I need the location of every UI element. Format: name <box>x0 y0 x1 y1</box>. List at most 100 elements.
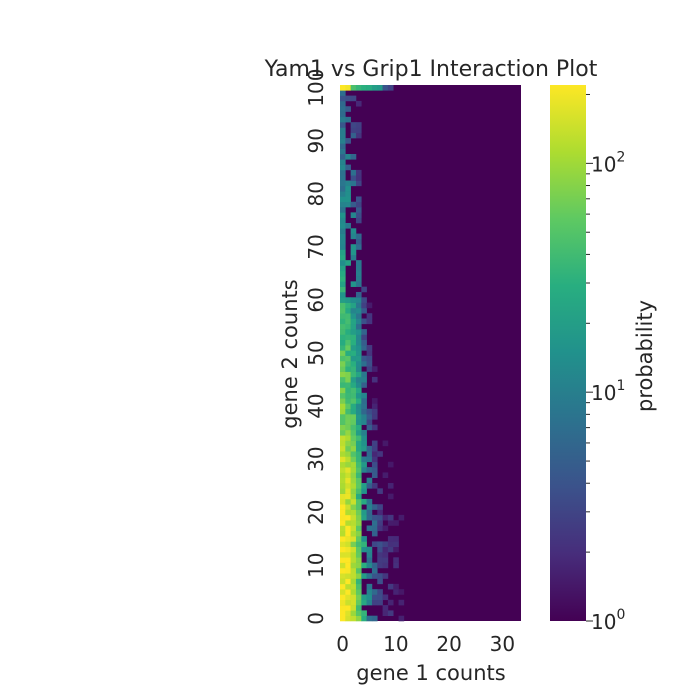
heatmap-cell <box>340 201 346 208</box>
heatmap-cell <box>361 435 367 441</box>
heatmap-cell <box>340 169 346 176</box>
heatmap-cell <box>355 329 362 335</box>
heatmap-cell <box>382 610 389 616</box>
heatmap-cell <box>361 339 367 346</box>
heatmap-cell <box>350 445 357 452</box>
heatmap-cell <box>340 254 346 261</box>
heatmap-cell <box>340 143 346 149</box>
heatmap-cell <box>350 419 357 425</box>
heatmap-cell <box>350 493 357 500</box>
heatmap-cell <box>355 488 362 494</box>
heatmap-cell <box>355 467 362 473</box>
heatmap-cell <box>366 552 373 558</box>
heatmap-cell <box>350 594 357 601</box>
heatmap-cell <box>382 472 389 479</box>
heatmap-cell <box>361 514 367 521</box>
heatmap-cell <box>371 472 378 479</box>
heatmap-cell <box>355 541 362 548</box>
heatmap-cell <box>361 483 367 489</box>
heatmap-cell <box>340 445 346 452</box>
heatmap-cell <box>350 498 357 505</box>
heatmap-cell <box>340 408 346 415</box>
heatmap-cell <box>371 615 378 622</box>
heatmap-cell <box>355 355 362 362</box>
heatmap-cell <box>371 573 378 579</box>
heatmap-cell <box>340 318 346 325</box>
heatmap-cell <box>366 424 373 431</box>
heatmap-cell <box>350 414 357 420</box>
heatmap-cell <box>361 440 367 447</box>
heatmap-cell <box>366 419 373 425</box>
heatmap-cell <box>382 573 389 579</box>
heatmap-cell <box>350 541 357 548</box>
heatmap-cell <box>361 414 367 420</box>
heatmap-cell <box>361 297 367 303</box>
heatmap-cell <box>366 85 373 91</box>
heatmap-cell <box>340 514 346 521</box>
heatmap-cell <box>340 605 346 611</box>
heatmap-cell <box>355 414 362 420</box>
heatmap-cell <box>350 583 357 590</box>
heatmap-cell <box>350 132 357 139</box>
heatmap-cell <box>371 403 378 410</box>
heatmap-cell <box>345 615 351 622</box>
heatmap-cell <box>340 291 346 298</box>
heatmap-cell <box>345 116 351 123</box>
y-axis-ticks: 0 10 20 30 40 50 60 70 80 90 100 <box>304 69 328 625</box>
heatmap-cell <box>366 456 373 463</box>
heatmap-cell <box>355 265 362 272</box>
heatmap-cell <box>345 260 351 266</box>
heatmap-cells <box>340 85 521 622</box>
heatmap-cell <box>377 562 383 569</box>
heatmap-cell <box>361 498 367 505</box>
heatmap-cell <box>340 498 346 505</box>
heatmap-cell <box>355 270 362 277</box>
heatmap-cell <box>340 116 346 123</box>
heatmap-cell <box>355 323 362 330</box>
heatmap-cell <box>355 212 362 218</box>
heatmap-cell <box>345 488 351 494</box>
heatmap-cell <box>366 589 373 595</box>
heatmap-cell <box>393 562 399 569</box>
heatmap-cell <box>366 583 373 590</box>
heatmap-cell <box>340 122 346 128</box>
heatmap-cell <box>345 85 351 91</box>
heatmap-cell <box>350 573 357 579</box>
heatmap-cell <box>366 360 373 367</box>
heatmap-cell <box>340 132 346 139</box>
heatmap-cell <box>371 504 378 510</box>
heatmap-cell <box>340 472 346 479</box>
heatmap-cell <box>371 483 378 489</box>
heatmap-cell <box>340 233 346 240</box>
heatmap-cell <box>340 127 346 134</box>
heatmap-cell <box>366 483 373 489</box>
x-axis-ticks: 0 10 20 30 <box>336 632 515 656</box>
heatmap-cell <box>340 212 346 218</box>
heatmap-cell <box>355 419 362 425</box>
heatmap-cell <box>355 578 362 585</box>
heatmap-cell <box>355 201 362 208</box>
heatmap-cell <box>377 541 383 548</box>
heatmap-cell <box>355 387 362 394</box>
heatmap-cell <box>350 424 357 431</box>
heatmap-cell <box>340 467 346 473</box>
heatmap-cell <box>371 451 378 457</box>
heatmap-cell <box>355 520 362 526</box>
heatmap-cell <box>350 360 357 367</box>
heatmap-cell <box>340 562 346 569</box>
heatmap-cell <box>340 355 346 362</box>
heatmap-cell <box>361 467 367 473</box>
heatmap-cell <box>355 504 362 510</box>
heatmap-cell <box>371 567 378 574</box>
heatmap-cell <box>340 90 346 96</box>
heatmap-cell <box>340 594 346 601</box>
heatmap-cell <box>350 605 357 611</box>
heatmap-cell <box>340 323 346 330</box>
heatmap-cell <box>345 350 351 356</box>
heatmap-cell <box>350 557 357 563</box>
heatmap-cell <box>361 382 367 388</box>
heatmap-cell <box>355 238 362 245</box>
heatmap-cell <box>345 594 351 601</box>
heatmap-cell <box>345 525 351 532</box>
heatmap-cell <box>350 451 357 457</box>
